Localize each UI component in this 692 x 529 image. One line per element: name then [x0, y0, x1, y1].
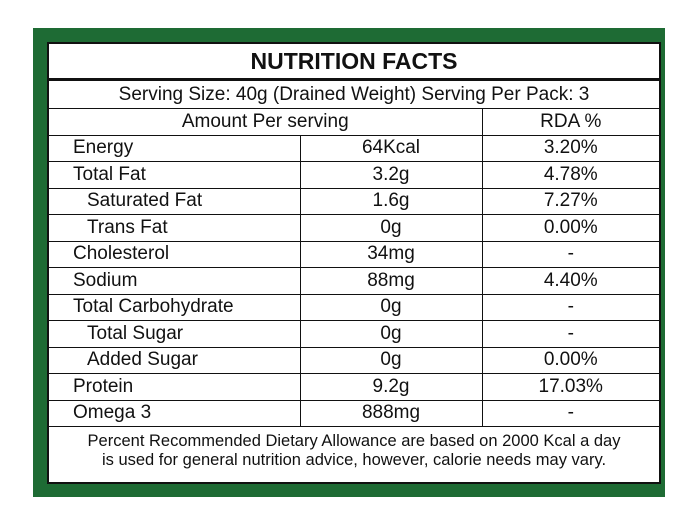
nutrient: Total Carbohydrate: [49, 293, 301, 321]
green-frame: NUTRITION FACTS Serving Size: 40g (Drain…: [33, 28, 665, 497]
amount: 9.2g: [299, 373, 483, 401]
nutrient: Total Sugar: [49, 320, 301, 348]
nutrient: Omega 3: [49, 399, 301, 427]
header-rda: RDA %: [481, 108, 659, 136]
amount: 888mg: [299, 399, 483, 427]
rda: 4.78%: [481, 161, 659, 189]
rda: 4.40%: [481, 267, 659, 295]
nutrient: Total Fat: [49, 161, 301, 189]
amount: 64Kcal: [299, 134, 483, 162]
nutrition-table: NUTRITION FACTS Serving Size: 40g (Drain…: [49, 44, 659, 427]
nutrition-label: NUTRITION FACTS Serving Size: 40g (Drain…: [47, 42, 661, 484]
rda: -: [481, 240, 659, 268]
amount: 0g: [299, 214, 483, 242]
nutrient: Cholesterol: [49, 240, 301, 268]
nutrient: Energy: [49, 134, 301, 162]
nutrient: Trans Fat: [49, 214, 301, 242]
nutrient: Sodium: [49, 267, 301, 295]
amount: 34mg: [299, 240, 483, 268]
serving: Serving Size: 40g (Drained Weight) Servi…: [49, 79, 659, 109]
rda: 3.20%: [481, 134, 659, 162]
nutrient: Added Sugar: [49, 346, 301, 374]
amount: 0g: [299, 346, 483, 374]
amount: 0g: [299, 320, 483, 348]
rda: 7.27%: [481, 187, 659, 215]
header-amount: Amount Per serving: [49, 108, 483, 136]
amount: 0g: [299, 293, 483, 321]
title: NUTRITION FACTS: [49, 44, 659, 81]
footnote-line: is used for general nutrition advice, ho…: [101, 451, 607, 469]
footnote-line: Percent Recommended Dietary Allowance ar…: [87, 432, 621, 450]
rda: 17.03%: [481, 373, 659, 401]
nutrient: Protein: [49, 373, 301, 401]
rda: 0.00%: [481, 346, 659, 374]
rda: -: [481, 320, 659, 348]
amount: 1.6g: [299, 187, 483, 215]
nutrient: Saturated Fat: [49, 187, 301, 215]
amount: 88mg: [299, 267, 483, 295]
rda: -: [481, 293, 659, 321]
rda: 0.00%: [481, 214, 659, 242]
amount: 3.2g: [299, 161, 483, 189]
footnote: Percent Recommended Dietary Allowance ar…: [49, 427, 659, 470]
rda: -: [481, 399, 659, 427]
